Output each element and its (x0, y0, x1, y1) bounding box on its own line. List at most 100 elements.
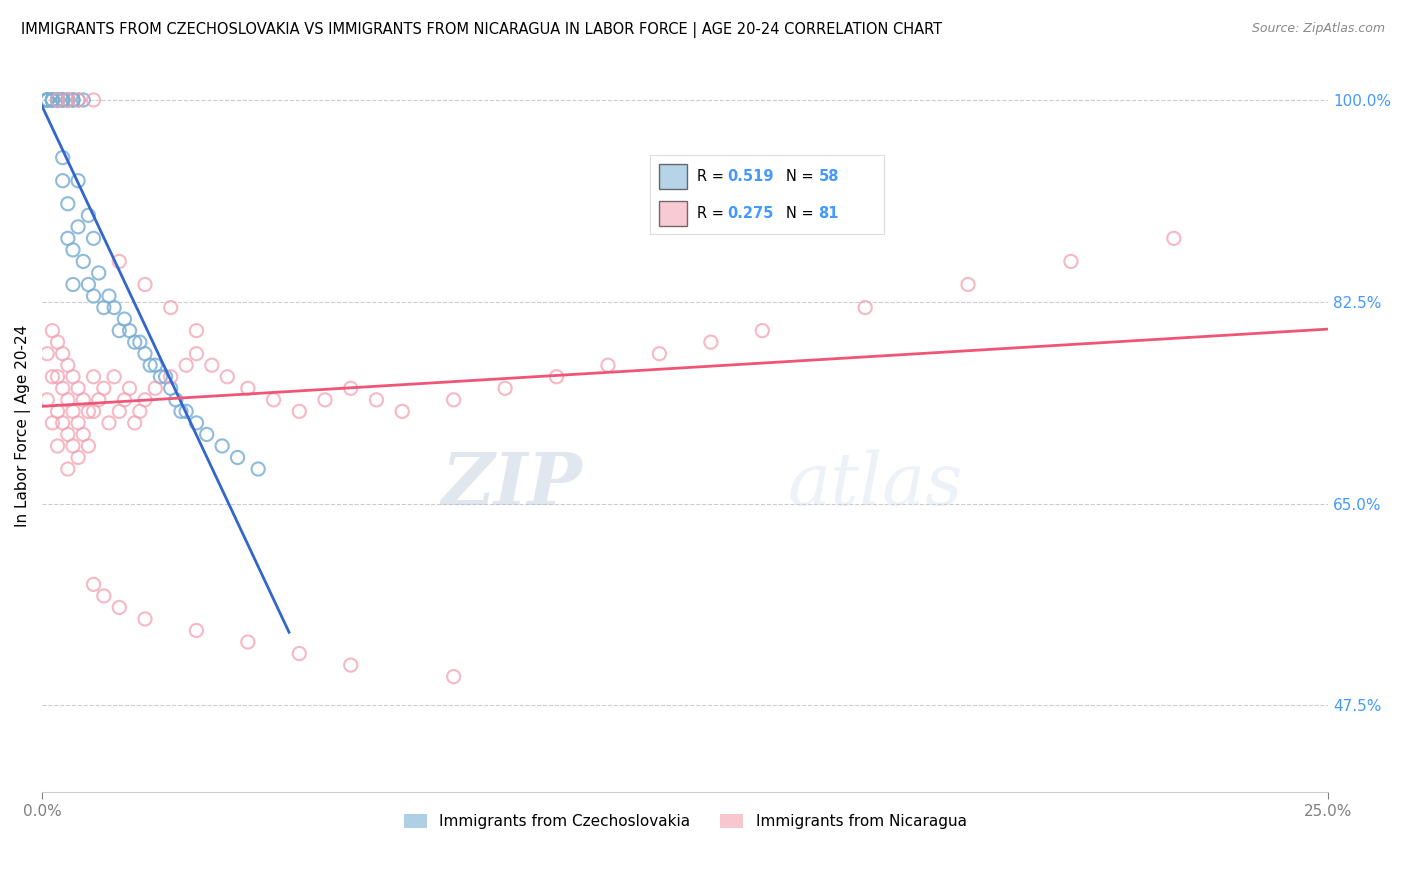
Point (443, 392, 465, 407)
Point (56, 231, 79, 245)
FancyBboxPatch shape (659, 201, 688, 227)
Text: ZIP: ZIP (441, 449, 582, 520)
Point (37, 93, 59, 107)
Point (134, 392, 156, 407)
Point (62, 243, 84, 257)
Point (443, 670, 465, 684)
Point (143, 358, 166, 372)
Point (112, 312, 135, 326)
Point (93, 301, 115, 315)
Point (37, 93, 59, 107)
Point (195, 427, 218, 442)
Point (103, 301, 125, 315)
Point (41, 324, 63, 338)
Point (124, 335, 146, 350)
Point (77, 208, 100, 222)
Point (52, 93, 75, 107)
Point (108, 600, 131, 615)
Point (56, 93, 79, 107)
Point (236, 381, 259, 395)
Text: 81: 81 (818, 206, 839, 221)
Text: N =: N = (786, 206, 818, 221)
Point (155, 369, 177, 384)
Point (46, 439, 69, 453)
Point (41, 416, 63, 430)
Point (72, 427, 94, 442)
Point (139, 358, 162, 372)
Point (217, 369, 239, 384)
Point (165, 392, 187, 407)
Point (247, 462, 270, 476)
Point (93, 589, 115, 603)
Point (62, 93, 84, 107)
Point (56, 93, 79, 107)
Point (98, 416, 121, 430)
Text: 0.519: 0.519 (727, 169, 773, 184)
Point (596, 358, 619, 372)
Point (124, 416, 146, 430)
Point (546, 369, 568, 384)
Point (62, 439, 84, 453)
Point (46, 93, 69, 107)
Point (957, 277, 980, 292)
Point (46, 335, 69, 350)
Point (67, 416, 90, 430)
Text: 0.275: 0.275 (727, 206, 773, 221)
Point (211, 439, 233, 453)
Point (339, 381, 361, 395)
Point (226, 450, 249, 465)
Point (46, 93, 69, 107)
Text: R =: R = (696, 169, 728, 184)
Point (288, 647, 311, 661)
Point (83, 93, 105, 107)
Point (128, 335, 150, 350)
Point (108, 254, 131, 268)
Point (170, 404, 193, 418)
Point (143, 381, 166, 395)
Point (391, 404, 413, 418)
Text: Source: ZipAtlas.com: Source: ZipAtlas.com (1251, 22, 1385, 36)
Point (314, 392, 336, 407)
Text: atlas: atlas (787, 449, 963, 520)
Point (77, 277, 100, 292)
Point (112, 392, 135, 407)
Point (67, 450, 90, 465)
Point (201, 358, 224, 372)
Point (648, 347, 671, 361)
Text: N =: N = (786, 169, 818, 184)
Point (52, 151, 75, 165)
Point (41, 369, 63, 384)
Point (288, 404, 311, 418)
Text: IMMIGRANTS FROM CZECHOSLOVAKIA VS IMMIGRANTS FROM NICARAGUA IN LABOR FORCE | AGE: IMMIGRANTS FROM CZECHOSLOVAKIA VS IMMIGR… (21, 22, 942, 38)
Point (1060, 254, 1083, 268)
Point (56, 462, 79, 476)
Point (72, 93, 94, 107)
Point (41, 93, 63, 107)
Point (52, 416, 75, 430)
Point (62, 93, 84, 107)
Point (700, 335, 723, 350)
Point (134, 347, 156, 361)
Text: 58: 58 (818, 169, 839, 184)
Legend: Immigrants from Czechoslovakia, Immigrants from Nicaragua: Immigrants from Czechoslovakia, Immigran… (398, 808, 973, 836)
Point (62, 369, 84, 384)
Point (37, 392, 59, 407)
Point (186, 416, 208, 430)
Point (56, 427, 79, 442)
Point (72, 392, 94, 407)
Point (52, 347, 75, 361)
Point (67, 381, 90, 395)
Point (56, 358, 79, 372)
Point (186, 347, 208, 361)
Point (62, 277, 84, 292)
Point (67, 219, 90, 234)
Text: R =: R = (696, 206, 728, 221)
Point (52, 381, 75, 395)
Point (186, 324, 208, 338)
Point (1163, 231, 1185, 245)
Point (93, 381, 115, 395)
Point (37, 347, 59, 361)
Point (128, 404, 150, 418)
Point (46, 404, 69, 418)
Point (56, 392, 79, 407)
